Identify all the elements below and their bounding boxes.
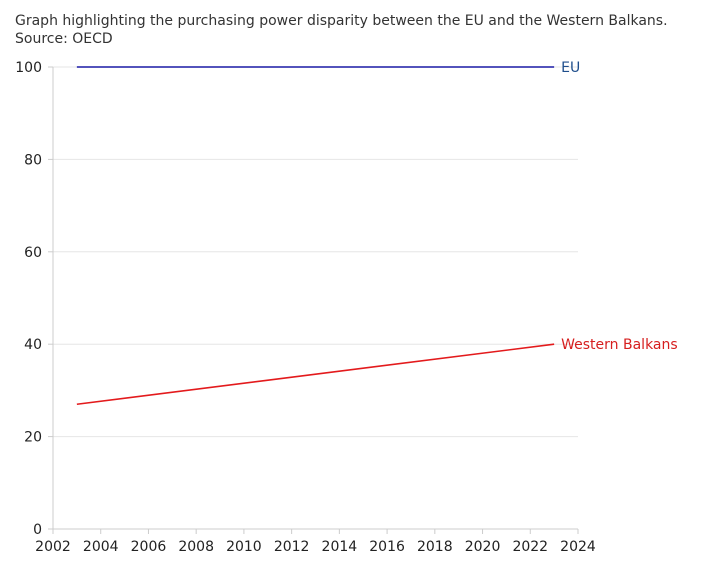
gridlines <box>53 66 578 438</box>
series-labels: EU Western Balkans <box>561 60 678 353</box>
x-tick-label-2024: 2024 <box>560 539 596 555</box>
x-tick-label-2010: 2010 <box>226 539 262 555</box>
y-axis-ticks: 0 20 40 60 80 100 <box>15 60 53 538</box>
series-label-eu: EU <box>561 60 580 76</box>
x-tick-label-2018: 2018 <box>417 539 453 555</box>
caption-source: Source: OECD <box>15 31 113 47</box>
series-lines <box>76 66 555 406</box>
x-tick-label-2016: 2016 <box>369 539 405 555</box>
caption-title: Graph highlighting the purchasing power … <box>15 13 668 29</box>
x-tick-label-2006: 2006 <box>131 539 167 555</box>
y-tick-label-20: 20 <box>24 430 42 446</box>
y-tick-label-100: 100 <box>15 60 42 76</box>
y-tick-label-60: 60 <box>24 245 42 261</box>
x-tick-label-2004: 2004 <box>83 539 119 555</box>
x-tick-label-2022: 2022 <box>512 539 548 555</box>
x-tick-label-2020: 2020 <box>465 539 501 555</box>
x-axis-ticks: 2002 2004 2006 2008 2010 2012 2014 2016 2018 2020… <box>35 529 596 555</box>
y-tick-label-40: 40 <box>24 337 42 353</box>
series-label-western-balkans: Western Balkans <box>561 337 678 353</box>
x-tick-label-2002: 2002 <box>35 539 71 555</box>
x-tick-label-2012: 2012 <box>274 539 310 555</box>
x-tick-label-2014: 2014 <box>322 539 358 555</box>
y-tick-label-0: 0 <box>33 522 42 538</box>
axes <box>52 67 578 530</box>
x-tick-label-2008: 2008 <box>178 539 214 555</box>
series-line-western-balkans <box>76 343 555 406</box>
y-tick-label-80: 80 <box>24 152 42 168</box>
chart-caption: Graph highlighting the purchasing power … <box>15 12 668 48</box>
